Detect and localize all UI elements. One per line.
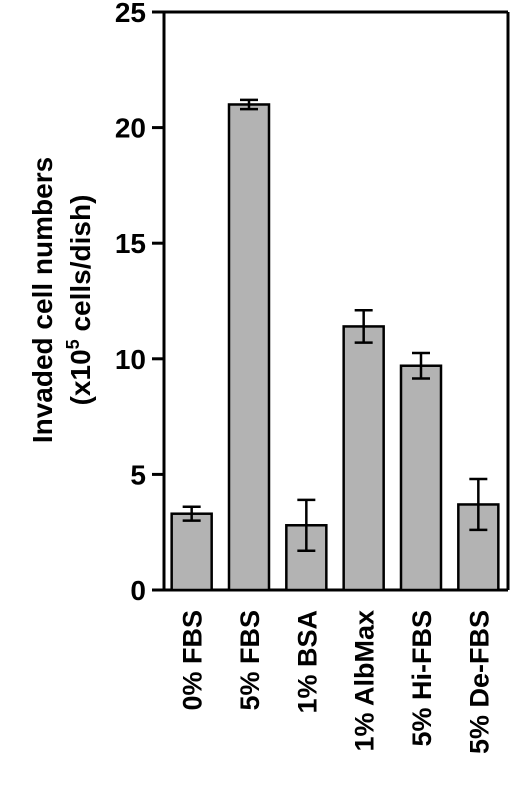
- bar: [227, 103, 271, 592]
- category-label: 1% BSA: [292, 610, 322, 714]
- y-tick-label: 20: [115, 113, 146, 144]
- category-labels: 0% FBS 5% FBS 1% BSA 1% AlbMax 5% Hi-FBS 5% D…: [178, 610, 495, 754]
- y-axis-label-prefix: (x10: [65, 349, 96, 405]
- bars: [170, 103, 500, 592]
- error-bar: [469, 477, 488, 532]
- category-label: 5% De-FBS: [464, 610, 494, 754]
- category-label: 5% Hi-FBS: [407, 610, 437, 747]
- bar: [342, 325, 385, 592]
- y-axis-label-line1: Invaded cell numbers: [27, 157, 58, 443]
- y-axis-label-suffix: cells/dish): [65, 195, 96, 340]
- error-bar: [354, 308, 373, 344]
- error-bars: [182, 98, 488, 552]
- y-tick-label: 0: [130, 575, 146, 606]
- category-label: 0% FBS: [178, 610, 208, 711]
- category-label: 5% FBS: [235, 610, 265, 711]
- category-label: 1% AlbMax: [350, 610, 380, 752]
- axes: [162, 10, 510, 592]
- y-tick-label: 5: [130, 459, 146, 490]
- bar: [399, 364, 443, 592]
- error-bar: [240, 98, 258, 111]
- y-tick-label: 25: [115, 0, 146, 28]
- bar: [170, 512, 213, 592]
- y-tick-label: 15: [115, 228, 146, 259]
- error-bar: [412, 351, 430, 380]
- error-bar: [297, 498, 316, 552]
- y-tick-label: 10: [115, 344, 146, 375]
- error-bar: [182, 505, 201, 522]
- y-ticks: 0 5 10 15 20 25: [115, 0, 164, 606]
- y-axis-label-superscript: 5: [63, 339, 83, 349]
- y-axis-label-line2: (x105 cells/dish): [63, 195, 96, 406]
- y-axis-label: Invaded cell numbers (x105 cells/dish): [27, 157, 96, 443]
